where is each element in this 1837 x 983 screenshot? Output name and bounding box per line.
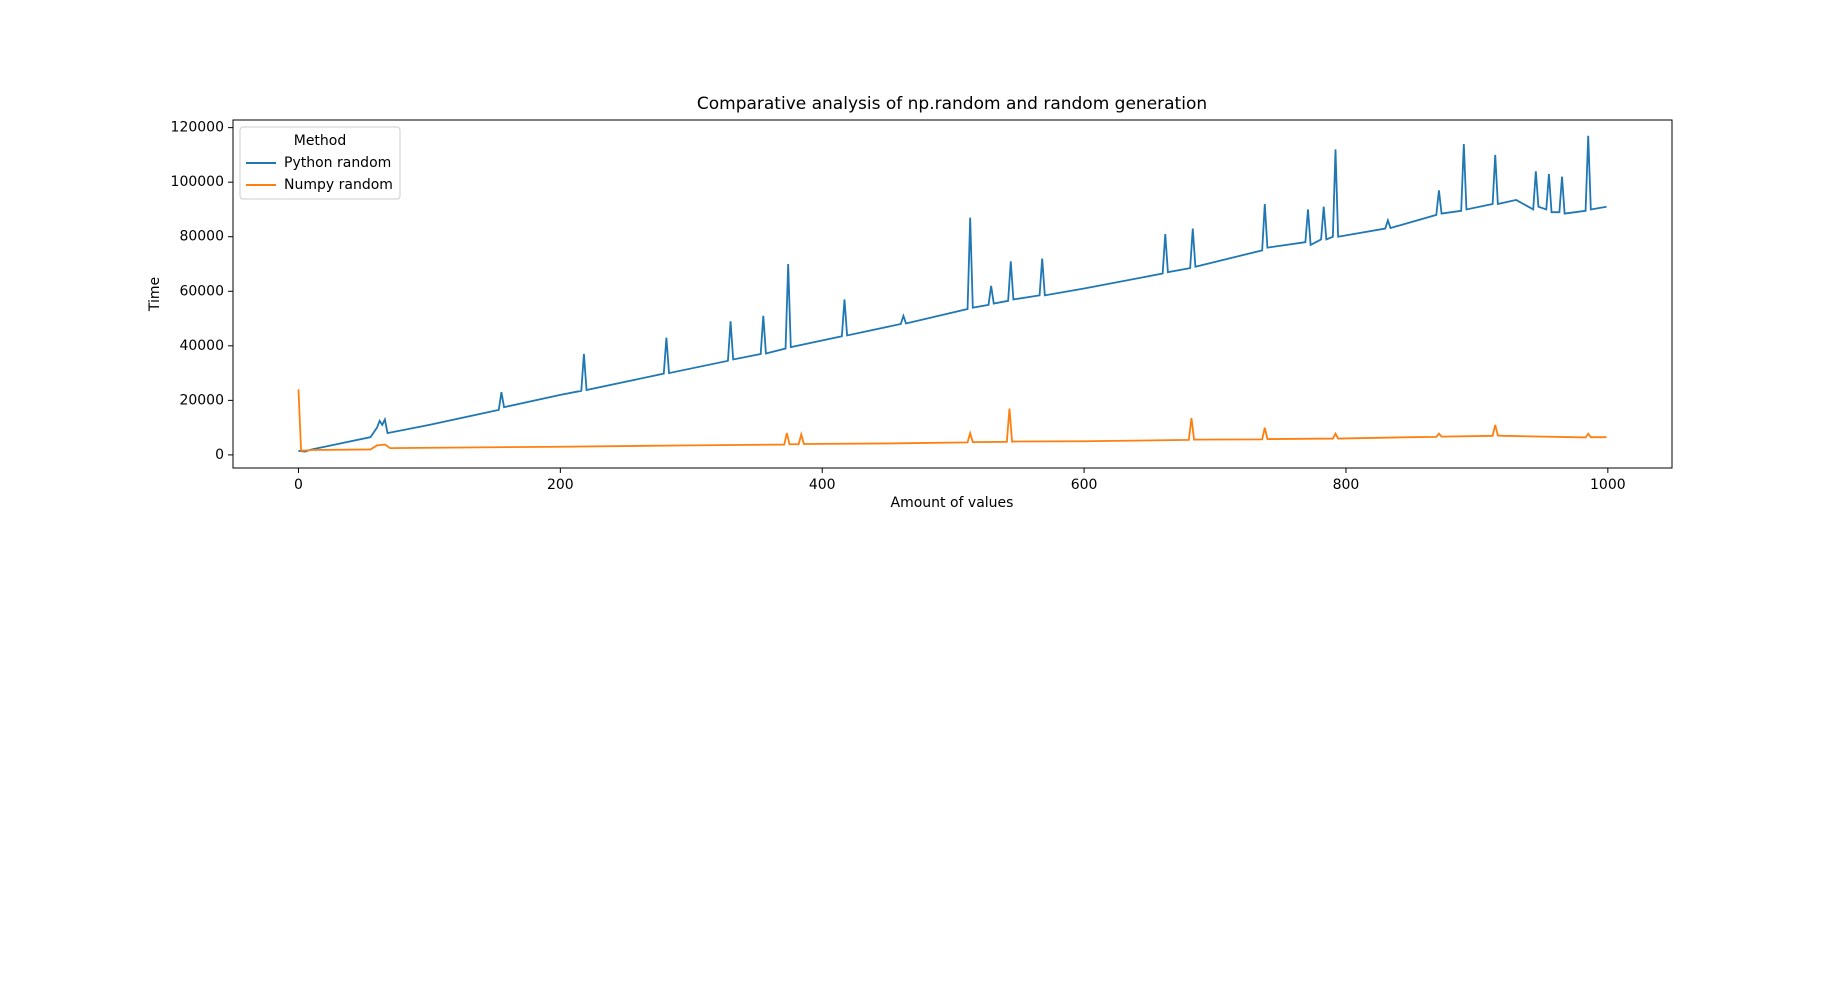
y-tick-label: 80000 xyxy=(179,229,224,245)
x-axis-label: Amount of values xyxy=(891,495,1014,511)
y-axis-label: Time xyxy=(147,277,163,312)
x-tick-label: 400 xyxy=(809,477,836,493)
legend-label: Numpy random xyxy=(284,177,393,193)
x-tick-label: 1000 xyxy=(1590,477,1626,493)
y-tick-label: 20000 xyxy=(179,392,224,408)
x-tick-label: 0 xyxy=(294,477,303,493)
y-tick-label: 60000 xyxy=(179,283,224,299)
y-tick-label: 120000 xyxy=(171,120,224,136)
x-tick-label: 800 xyxy=(1333,477,1360,493)
legend-title: Method xyxy=(294,133,347,149)
legend-label: Python random xyxy=(284,155,391,171)
legend-box xyxy=(239,126,401,200)
series-line xyxy=(297,389,1607,452)
y-tick-label: 40000 xyxy=(179,338,224,354)
x-tick-label: 600 xyxy=(1071,477,1098,493)
y-tick-label: 100000 xyxy=(171,174,224,190)
series-line xyxy=(298,135,1607,453)
x-tick-label: 200 xyxy=(547,477,574,493)
plot-frame xyxy=(232,119,1673,469)
y-tick-label: 0 xyxy=(215,447,224,463)
chart-title: Comparative analysis of np.random and ra… xyxy=(697,94,1207,114)
